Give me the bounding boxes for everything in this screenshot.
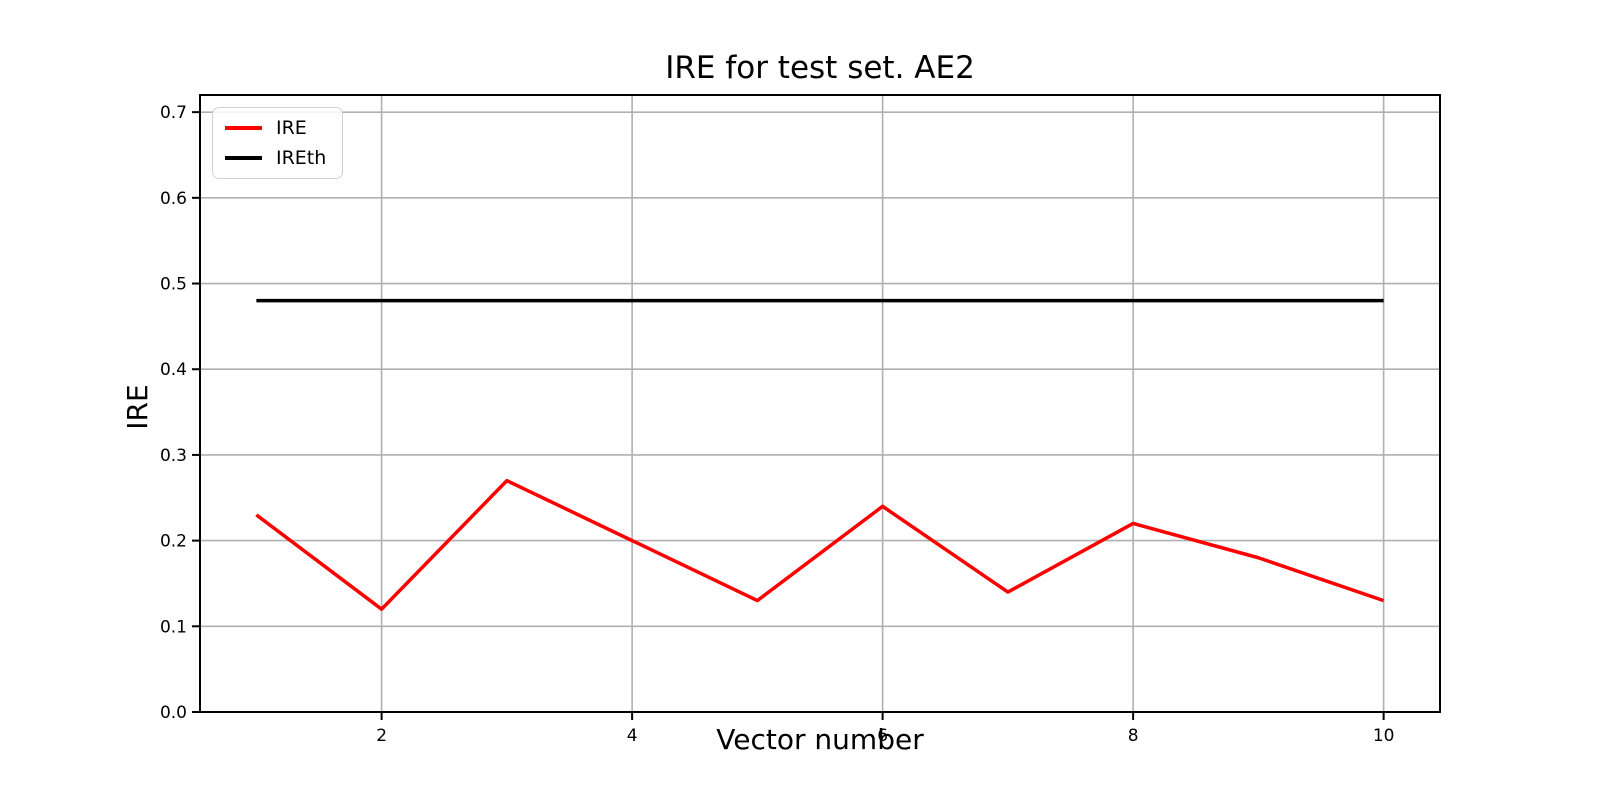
x-tick-label: 10	[1373, 726, 1395, 746]
x-tick-label: 6	[877, 726, 888, 746]
axes-spines	[199, 94, 1441, 713]
y-tick-label: 0.1	[160, 617, 187, 637]
x-tick-label: 4	[627, 726, 638, 746]
chart-title: IRE for test set. AE2	[665, 50, 975, 86]
series-line-ire	[255, 478, 1385, 611]
legend: IRE IREth	[212, 107, 344, 179]
y-tick-label: 0.6	[160, 189, 187, 209]
legend-item-ireth: IREth	[225, 147, 326, 169]
ire-line-swatch	[225, 126, 262, 130]
legend-label-ireth: IREth	[276, 147, 327, 169]
y-tick-label: 0.2	[160, 532, 187, 552]
x-axis-label: Vector number	[716, 723, 924, 756]
y-tick-label: 0.7	[160, 103, 187, 123]
legend-item-ire: IRE	[225, 117, 326, 139]
x-tick-label: 8	[1128, 726, 1139, 746]
y-tick-label: 0.5	[160, 275, 187, 295]
y-tick-label: 0.0	[160, 703, 187, 723]
legend-label-ire: IRE	[276, 117, 307, 139]
x-tick-label: 2	[376, 726, 387, 746]
y-tick-label: 0.4	[160, 360, 187, 380]
ireth-line-swatch	[225, 156, 262, 160]
y-tick-label: 0.3	[160, 446, 187, 466]
